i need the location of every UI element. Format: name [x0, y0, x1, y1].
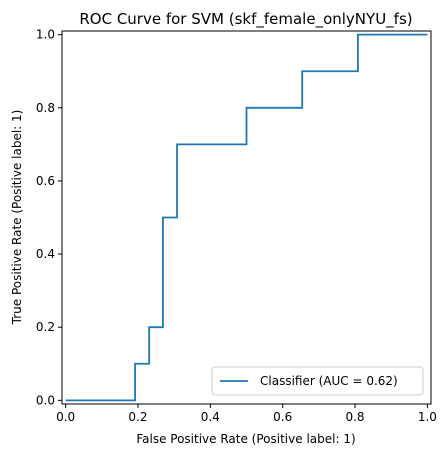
x-tick-label-0: 0.0	[56, 410, 75, 424]
y-tick-label-1: 0.2	[36, 320, 55, 334]
x-tick-label-3: 0.6	[273, 410, 292, 424]
legend-label: Classifier (AUC = 0.62)	[260, 374, 398, 388]
x-tick-label-4: 0.8	[345, 410, 364, 424]
chart-title: ROC Curve for SVM (skf_female_onlyNYU_fs…	[79, 10, 412, 29]
y-tick-label-4: 0.8	[36, 101, 55, 115]
y-tick-label-5: 1.0	[36, 28, 55, 42]
y-axis-label: True Positive Rate (Positive label: 1)	[10, 110, 24, 326]
x-tick-label-2: 0.4	[201, 410, 220, 424]
legend: Classifier (AUC = 0.62)	[212, 367, 423, 395]
y-tick-label-3: 0.6	[36, 174, 55, 188]
y-tick-label-0: 0.0	[36, 393, 55, 407]
y-tick-label-2: 0.4	[36, 247, 55, 261]
x-axis-label: False Positive Rate (Positive label: 1)	[136, 432, 355, 446]
x-tick-label-1: 0.2	[128, 410, 147, 424]
x-tick-label-5: 1.0	[418, 410, 437, 424]
